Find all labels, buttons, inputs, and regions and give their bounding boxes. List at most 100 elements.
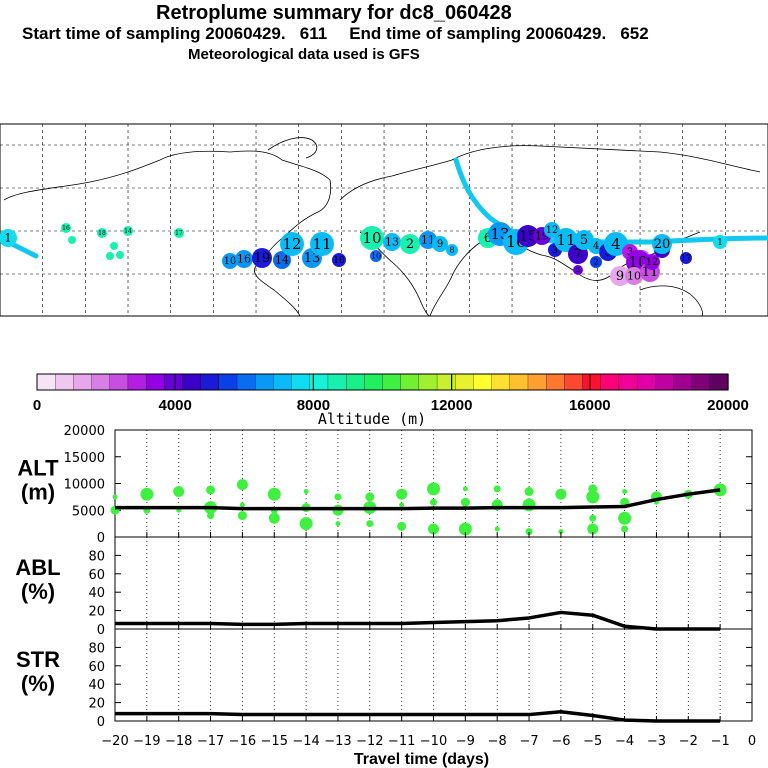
end-time: End time of sampling 20060429. 652 — [349, 24, 649, 43]
plume-marker — [383, 233, 401, 251]
altitude-scatter-point — [237, 511, 247, 521]
altitude-scatter-point — [589, 514, 597, 522]
trajectory-day-label: 3 — [576, 267, 580, 274]
plume-marker — [644, 254, 660, 270]
colorbar-cell — [291, 373, 311, 391]
trajectory-day-label: 14 — [275, 254, 289, 267]
altitude-scatter-point — [621, 525, 629, 533]
plume-marker — [61, 223, 71, 233]
altitude-scatter-point — [365, 492, 375, 502]
y-tick-label: 60 — [88, 660, 105, 675]
altitude-scatter-point — [587, 523, 599, 535]
x-tick-label: −14 — [292, 734, 319, 749]
altitude-scatter-point — [112, 494, 118, 500]
y-tick-label: 20 — [88, 605, 105, 620]
y-tick-label: 40 — [88, 586, 105, 601]
altitude-scatter-point — [299, 517, 313, 531]
x-tick-label: −16 — [229, 734, 256, 749]
y-tick-label: 0 — [97, 531, 105, 546]
altitude-scatter-point — [236, 479, 248, 491]
x-tick-label: −3 — [647, 734, 666, 749]
plume-marker — [370, 250, 382, 262]
panel-frame — [114, 628, 753, 722]
x-tick-label: −17 — [197, 734, 224, 749]
altitude-scatter-point — [397, 521, 407, 531]
colorbar-cell — [709, 373, 729, 391]
colorbar-cell — [255, 373, 275, 391]
y-tick-label: 40 — [88, 678, 105, 693]
altitude-scatter-point — [399, 502, 405, 508]
altitude-scatter-point — [586, 490, 600, 504]
trajectory-day-label: 19 — [254, 251, 271, 266]
x-tick-label: −9 — [456, 734, 475, 749]
plume-marker — [625, 267, 643, 285]
colorbar-tick-label: 8000 — [297, 397, 330, 414]
y-tick-label: 20000 — [64, 424, 105, 439]
panel-ylabel: ABL — [15, 555, 60, 580]
plume-marker — [310, 232, 334, 256]
plume-marker — [680, 252, 692, 264]
map-gridlines — [0, 124, 768, 316]
colorbar-cell — [364, 373, 384, 391]
panel-ylabel: (m) — [21, 480, 55, 505]
trajectory-day-label: 7 — [574, 247, 582, 262]
colorbar-cell — [127, 373, 147, 391]
x-tick-label: −10 — [420, 734, 447, 749]
y-tick-label: 80 — [88, 549, 105, 564]
plume-marker — [360, 226, 384, 250]
altitude-scatter-point — [303, 489, 309, 495]
colorbar-cell — [109, 373, 129, 391]
colorbar-cell — [200, 373, 220, 391]
colorbar-cell — [418, 373, 438, 391]
coastline-greenland — [267, 137, 318, 159]
altitude-scatter-point — [494, 526, 500, 532]
y-tick-label: 80 — [88, 641, 105, 656]
trajectory-day-label: 12 — [546, 225, 559, 236]
y-tick-label: 5000 — [72, 504, 105, 519]
plume-marker — [332, 253, 346, 267]
colorbar-label: Altitude (m) — [318, 410, 426, 428]
colorbar-cell — [273, 373, 293, 391]
altitude-scatter-point — [239, 502, 245, 508]
plume-marker — [116, 251, 124, 259]
altitude-colorbar: 0 4000 8000 12000 16000 20000 Altitude (m) — [33, 373, 749, 428]
start-time: Start time of sampling 20060429. 611 — [22, 24, 328, 43]
colorbar-cell — [491, 373, 511, 391]
x-tick-label: −5 — [583, 734, 602, 749]
trajectory-day-label: 10 — [333, 256, 345, 266]
colorbar-ticks: 0 4000 8000 12000 16000 20000 — [33, 374, 749, 414]
trajectory-day-label: 12 — [646, 257, 659, 268]
panel-alt: 0 5000 10000 15000 20000 ALT(m) — [17, 424, 753, 546]
colorbar-cell — [527, 373, 547, 391]
plume-marker — [123, 226, 133, 236]
x-tick-label: −7 — [519, 734, 538, 749]
trajectory-day-label: 11 — [312, 235, 331, 253]
altitude-scatter-point — [458, 522, 472, 536]
colorbar-cell — [509, 373, 529, 391]
y-tick-label: 15000 — [64, 451, 105, 466]
altitude-scatter-point — [206, 485, 216, 495]
plume-marker — [280, 232, 304, 256]
colorbar-cell — [382, 373, 402, 391]
altitude-scatter-point — [366, 520, 374, 528]
trajectory-day-label: 10 — [371, 251, 381, 260]
altitude-scatter-point — [558, 529, 564, 535]
trajectory-day-label: 17 — [681, 253, 691, 262]
colorbar-cell — [36, 373, 56, 391]
panel-ylabel: ALT — [17, 456, 59, 481]
y-tick-label: 0 — [97, 715, 105, 730]
x-tick-label: −6 — [551, 734, 570, 749]
plume-marker — [573, 265, 583, 275]
trajectory-day-label: 13 — [385, 236, 399, 249]
plume-marker — [273, 251, 291, 269]
x-tick-label: −13 — [324, 734, 351, 749]
colorbar-cell — [618, 373, 638, 391]
altitude-scatter-point — [334, 493, 342, 501]
panel-ylabel: STR — [16, 647, 60, 672]
altitude-scatter-point — [522, 498, 536, 512]
colorbar-cell — [345, 373, 365, 391]
x-axis-label: Travel time (days) — [354, 751, 489, 768]
